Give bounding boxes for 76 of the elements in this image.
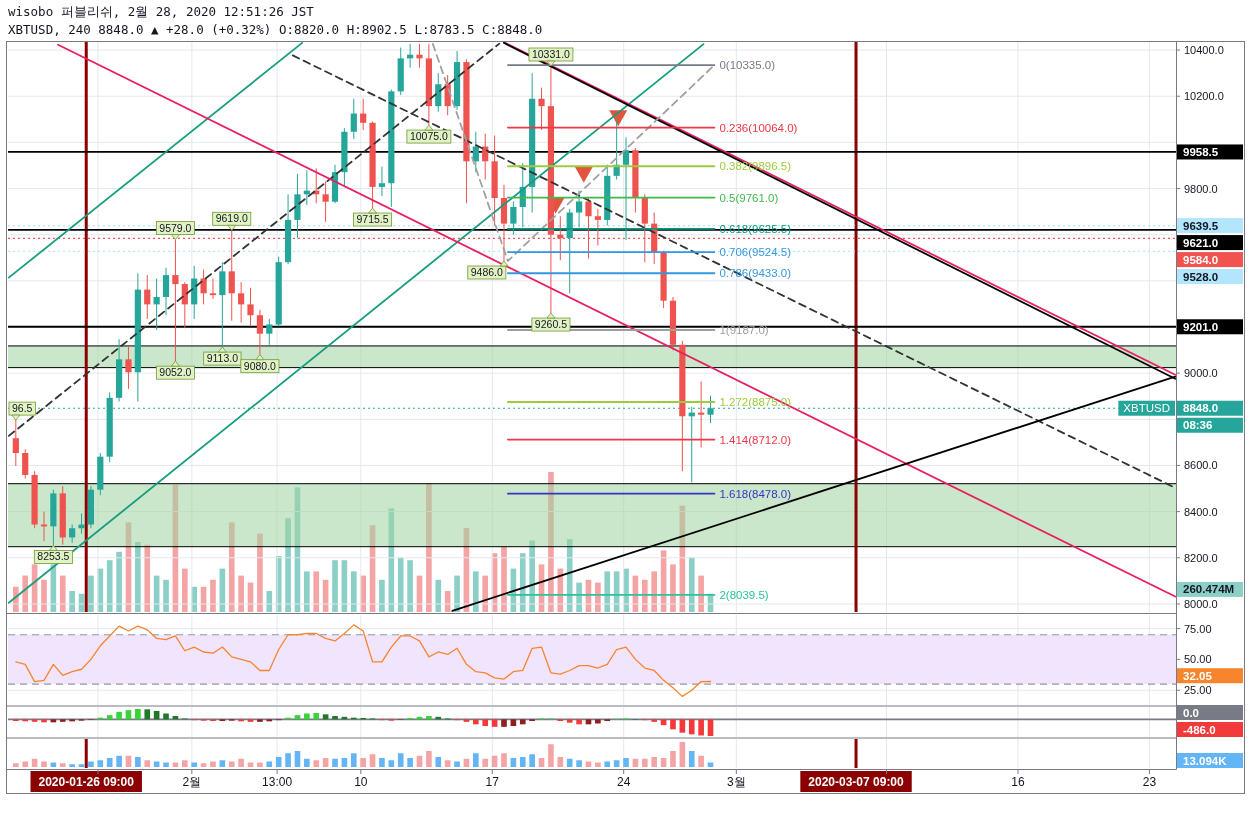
ref-line-label: 9528.0 [1183,270,1219,283]
axis-date-label: 2020-03-07 09:00 [800,771,912,792]
annotation: 9080.0 [243,359,277,372]
x-tick-label: 23 [1142,775,1157,789]
x-tick-label: 3월 [726,775,746,789]
ref-line-label: 9639.5 [1183,219,1219,232]
y-tick-label: 8200.0 [1184,551,1218,564]
axis-badge: 9958.5 [1177,144,1243,160]
annotation: XBTUSD [1123,402,1170,415]
price-label: 9486.0 [467,260,509,280]
annotation: 9619.0 [215,212,248,225]
axis-badge: 13.094K [1177,753,1243,768]
ref-line-label: 9201.0 [1183,320,1219,333]
axis-badge: 9621.0 [1177,235,1243,251]
price-label: 10075.0 [406,124,452,144]
annotation: 10331.0 [531,48,571,60]
series-label: 0(10335.0) [719,59,776,72]
ref-line-label: 8848.0 [1183,402,1219,415]
price-label: 9260.5 [531,312,571,332]
axis-badge: -486.0 [1177,722,1243,737]
series-label: 2(8039.5) [719,588,769,601]
series-label: 1.414(8712.0) [719,433,792,446]
chart-title: wisobo 퍼블리쉬, 2월 28, 2020 12:51:26 JST [8,4,315,19]
price-label: 10331.0 [528,47,574,67]
annotation: 9260.5 [534,318,568,331]
x-tick-label: 10 [354,775,368,789]
y-tick-label: 50.00 [1184,653,1212,666]
series-label: 0.5(9761.0) [719,191,779,204]
annotation: 9052.0 [159,366,192,379]
x-tick-label: 24 [617,775,631,789]
x-tick-label: 16 [1011,775,1025,789]
annotation: 9486.0 [470,266,504,278]
series-label: 0.786(9433.0) [719,267,792,280]
ref-line-label: 2020-01-26 09:00 [38,775,135,789]
ref-line-label: 0.0 [1183,706,1199,719]
axis-date-label: 2020-01-26 09:00 [30,771,142,792]
series-label: 0.236(10064.0) [719,121,798,134]
axis-badge: 32.05 [1177,668,1243,684]
axis-badge: 9584.0 [1177,252,1243,268]
y-tick-label: 9800.0 [1184,182,1218,195]
price-label: 9113.0 [203,346,242,366]
y-tick-label: 8400.0 [1184,505,1218,518]
annotation: 96.5 [12,402,33,415]
price-label: 9052.0 [155,360,195,380]
y-tick-label: 10400.0 [1184,44,1224,57]
price-label: 8253.5 [33,545,73,564]
x-tick-label: 2월 [182,775,202,789]
axis-badge: 0.0 [1177,705,1243,720]
axis-badge: 9528.0 [1177,269,1243,285]
ref-line-label: 2020-03-07 09:00 [808,775,905,789]
price-label: 9080.0 [240,354,280,374]
x-tick-label: 13:00 [262,775,293,789]
ref-line-label: 9621.0 [1183,236,1219,249]
annotation: 9113.0 [206,352,239,365]
axis-badge: 9639.5 [1177,218,1243,234]
annotation: 9579.0 [159,221,192,234]
series-label: 1.618(8478.0) [719,487,792,500]
chart-subtitle: XBTUSD, 240 8848.0 ▲ +28.0 (+0.32%) O:8820.0 H:8902.5 L:8783.5 C:8848.0 [8,22,543,37]
y-tick-label: 9000.0 [1184,367,1218,380]
annotation: 8253.5 [37,550,70,563]
y-tick-label: 8000.0 [1184,597,1218,610]
ref-line-label: 9584.0 [1183,253,1219,266]
y-tick-label: 25.00 [1184,684,1212,697]
annotation: 10075.0 [409,130,449,143]
annotation: 9715.5 [356,213,389,226]
y-tick-label: 10200.0 [1184,90,1224,103]
y-tick-label: 8600.0 [1184,459,1218,472]
x-tick-label: 17 [485,775,500,789]
ref-line-label: 9958.5 [1183,145,1219,158]
price-label: 9579.0 [155,221,195,240]
y-tick-label: 75.00 [1184,622,1212,635]
price-label: 9619.0 [212,211,252,231]
price-label: 9715.5 [353,207,392,227]
axis-badge: 9201.0 [1177,319,1243,335]
series-label: 0.706(9524.5) [719,246,792,259]
price-label: 96.5 [8,401,36,421]
